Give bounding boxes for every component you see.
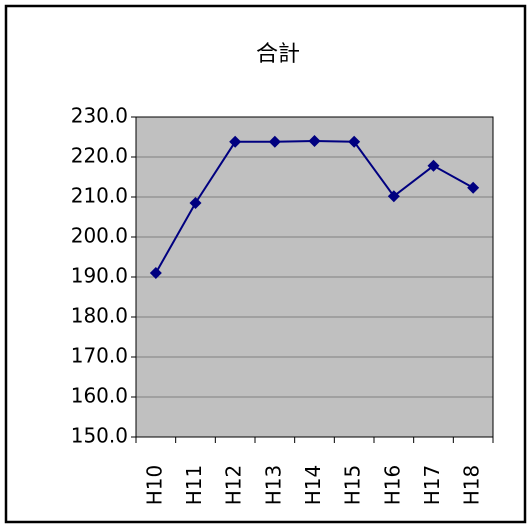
- y-tick-label: 180.0: [71, 304, 128, 328]
- plot-border: [135, 116, 494, 438]
- marker: [427, 159, 440, 172]
- x-tick-label: H10: [142, 465, 166, 506]
- x-tick-label: H14: [301, 465, 325, 506]
- x-tick-label: H12: [222, 465, 246, 506]
- y-tick-label: 170.0: [71, 344, 128, 368]
- marker: [149, 267, 162, 279]
- x-tick-label: H15: [341, 465, 365, 506]
- marker: [229, 135, 242, 148]
- marker: [308, 135, 321, 147]
- y-tick-label: 230.0: [71, 104, 128, 128]
- marker: [387, 190, 400, 203]
- x-tick-label: H16: [380, 465, 404, 506]
- x-tick-label: H11: [182, 465, 206, 506]
- y-tick-label: 220.0: [71, 144, 128, 168]
- y-tick-label: 200.0: [71, 224, 128, 248]
- x-tick-label: H13: [261, 465, 285, 506]
- x-tick-label: H17: [420, 465, 444, 506]
- y-tick-label: 190.0: [71, 264, 128, 288]
- marker: [348, 135, 361, 148]
- marker: [268, 135, 281, 148]
- y-tick-label: 160.0: [71, 384, 128, 408]
- marker: [467, 181, 480, 194]
- marker: [189, 197, 202, 209]
- chart-title: 合計: [256, 42, 300, 67]
- y-tick-label: 150.0: [71, 424, 128, 448]
- x-tick-label: H18: [460, 465, 484, 506]
- y-tick-label: 210.0: [71, 184, 128, 208]
